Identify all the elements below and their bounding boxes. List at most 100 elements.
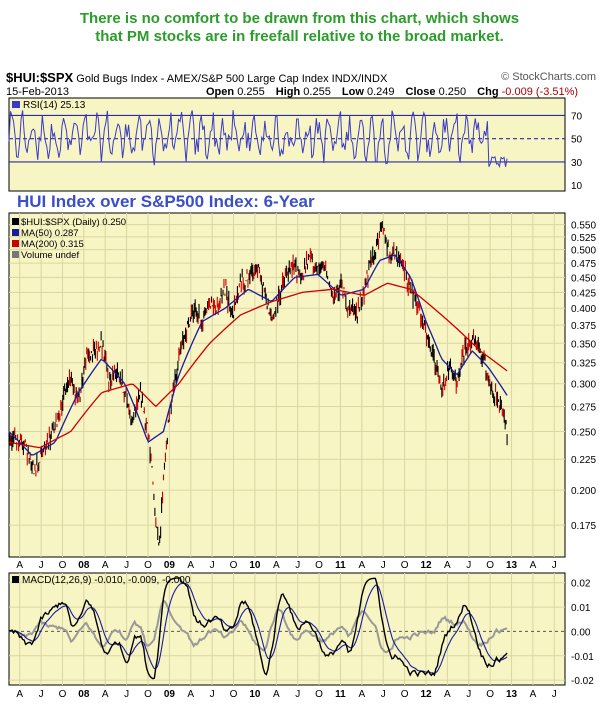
rsi-tick-label: 70 (571, 111, 583, 122)
macd-x-label: 10 (249, 689, 261, 700)
price-tick-label: 0.375 (571, 321, 596, 332)
price-x-label: A (16, 560, 23, 571)
macd-x-label: J (466, 689, 471, 700)
ticker-description: Gold Bugs Index - AMEX/S&P 500 Large Cap… (76, 73, 388, 85)
close-label: Close (405, 86, 436, 98)
price-x-label: A (102, 560, 109, 571)
macd-line (8, 577, 508, 680)
price-tick-label: 0.175 (571, 521, 596, 532)
price-x-label: A (187, 560, 194, 571)
price-tick-label: 0.350 (571, 339, 596, 350)
price-tick-label: 0.500 (571, 246, 596, 257)
macd-x-label: O (59, 689, 67, 700)
macd-x-label: J (552, 689, 557, 700)
macd-tick-label: -0.02 (571, 676, 594, 687)
macd-x-label: O (315, 689, 323, 700)
rsi-legend-swatch (12, 101, 20, 108)
price-tick-label: 0.225 (571, 455, 596, 466)
price-x-label: J (124, 560, 129, 571)
macd-x-label: 12 (420, 689, 432, 700)
price-x-label: 11 (335, 560, 346, 571)
price-x-label: 08 (78, 560, 90, 571)
price-x-label: J (381, 560, 386, 571)
rsi-line (8, 110, 508, 168)
price-x-label: J (39, 560, 44, 571)
macd-tick-label: 0.02 (571, 579, 591, 590)
macd-x-label: A (102, 689, 109, 700)
ma200-line (8, 282, 508, 449)
price-tick-label: 0.450 (571, 273, 596, 284)
quote-values: Open 0.255 High 0.255 Low 0.249 Close 0.… (206, 86, 586, 98)
high-value: 0.255 (303, 86, 331, 98)
price-x-label: A (530, 560, 537, 571)
macd-x-label: J (295, 689, 300, 700)
price-x-label: O (401, 560, 409, 571)
macd-x-label: A (187, 689, 194, 700)
macd-x-label: J (210, 689, 215, 700)
macd-x-label: A (273, 689, 280, 700)
macd-legend-text: MACD(12,26,9) -0.010, -0.009, -0.000 (22, 575, 191, 586)
macd-x-label: J (39, 689, 44, 700)
open-label: Open (206, 86, 235, 98)
chg-label: Chg (477, 86, 499, 98)
price-tick-label: 0.250 (571, 428, 596, 439)
price-x-label: A (444, 560, 451, 571)
caption-line-1: There is no comfort to be drawn from thi… (79, 10, 520, 27)
quote-row: 15-Feb-2013 Open 0.255 High 0.255 Low 0.… (6, 86, 596, 98)
close-value: 0.250 (438, 86, 467, 98)
price-x-label: A (273, 560, 280, 571)
price-x-label: O (315, 560, 323, 571)
macd-tick-label: -0.01 (571, 652, 594, 663)
macd-x-label: O (486, 689, 494, 700)
macd-x-label: 08 (78, 689, 90, 700)
price-tick-label: 0.425 (571, 288, 596, 299)
rsi-tick-label: 10 (571, 181, 583, 192)
price-legend-swatch (12, 229, 19, 236)
price-x-label: O (144, 560, 152, 571)
chart-caption: There is no comfort to be drawn from thi… (0, 10, 599, 46)
price-legend-text: MA(200) 0.315 (21, 239, 84, 250)
price-x-label: J (210, 560, 215, 571)
rsi-tick-label: 50 (571, 135, 583, 146)
price-tick-label: 0.525 (571, 233, 596, 244)
macd-tick-label: 0.01 (571, 603, 591, 614)
price-x-label: A (359, 560, 366, 571)
rsi-tick-label: 30 (571, 158, 583, 169)
macd-x-label: A (530, 689, 537, 700)
macd-x-label: A (444, 689, 451, 700)
price-x-label: O (230, 560, 238, 571)
price-legend-text: Volume undef (21, 250, 79, 261)
price-x-label: 12 (420, 560, 432, 571)
price-legend-swatch (12, 218, 19, 225)
credit: © StockCharts.com (501, 71, 596, 83)
macd-x-label: 09 (164, 689, 176, 700)
macd-x-label: 13 (506, 689, 518, 700)
price-x-label: 09 (164, 560, 176, 571)
high-label: High (275, 86, 301, 98)
chart-date: 15-Feb-2013 (6, 86, 69, 98)
price-tick-label: 0.300 (571, 380, 596, 391)
price-x-label: J (466, 560, 471, 571)
price-x-label: O (486, 560, 494, 571)
macd-x-label: 11 (335, 689, 346, 700)
price-panel-background (8, 212, 566, 558)
rsi-legend-text: RSI(14) 25.13 (23, 100, 86, 111)
macd-legend-swatch (12, 576, 19, 583)
macd-x-label: A (359, 689, 366, 700)
ma50-line (8, 254, 508, 456)
price-x-label: J (552, 560, 557, 571)
macd-panel-background (8, 572, 566, 686)
low-value: 0.249 (366, 86, 395, 98)
low-label: Low (341, 86, 364, 98)
ticker-symbol: $HUI:$SPX (6, 70, 74, 85)
price-legend-text: MA(50) 0.287 (21, 228, 79, 239)
chg-value: -0.009 (-3.51%) (501, 86, 579, 98)
price-tick-label: 0.475 (571, 259, 596, 270)
price-tick-label: 0.400 (571, 304, 596, 315)
price-chart-title: HUI Index over S&P500 Index: 6-Year (17, 192, 315, 211)
price-tick-label: 0.200 (571, 486, 596, 497)
price-tick-label: 0.275 (571, 403, 596, 414)
chart-header: $HUI:$SPX Gold Bugs Index - AMEX/S&P 500… (6, 70, 596, 85)
price-x-label: O (59, 560, 67, 571)
